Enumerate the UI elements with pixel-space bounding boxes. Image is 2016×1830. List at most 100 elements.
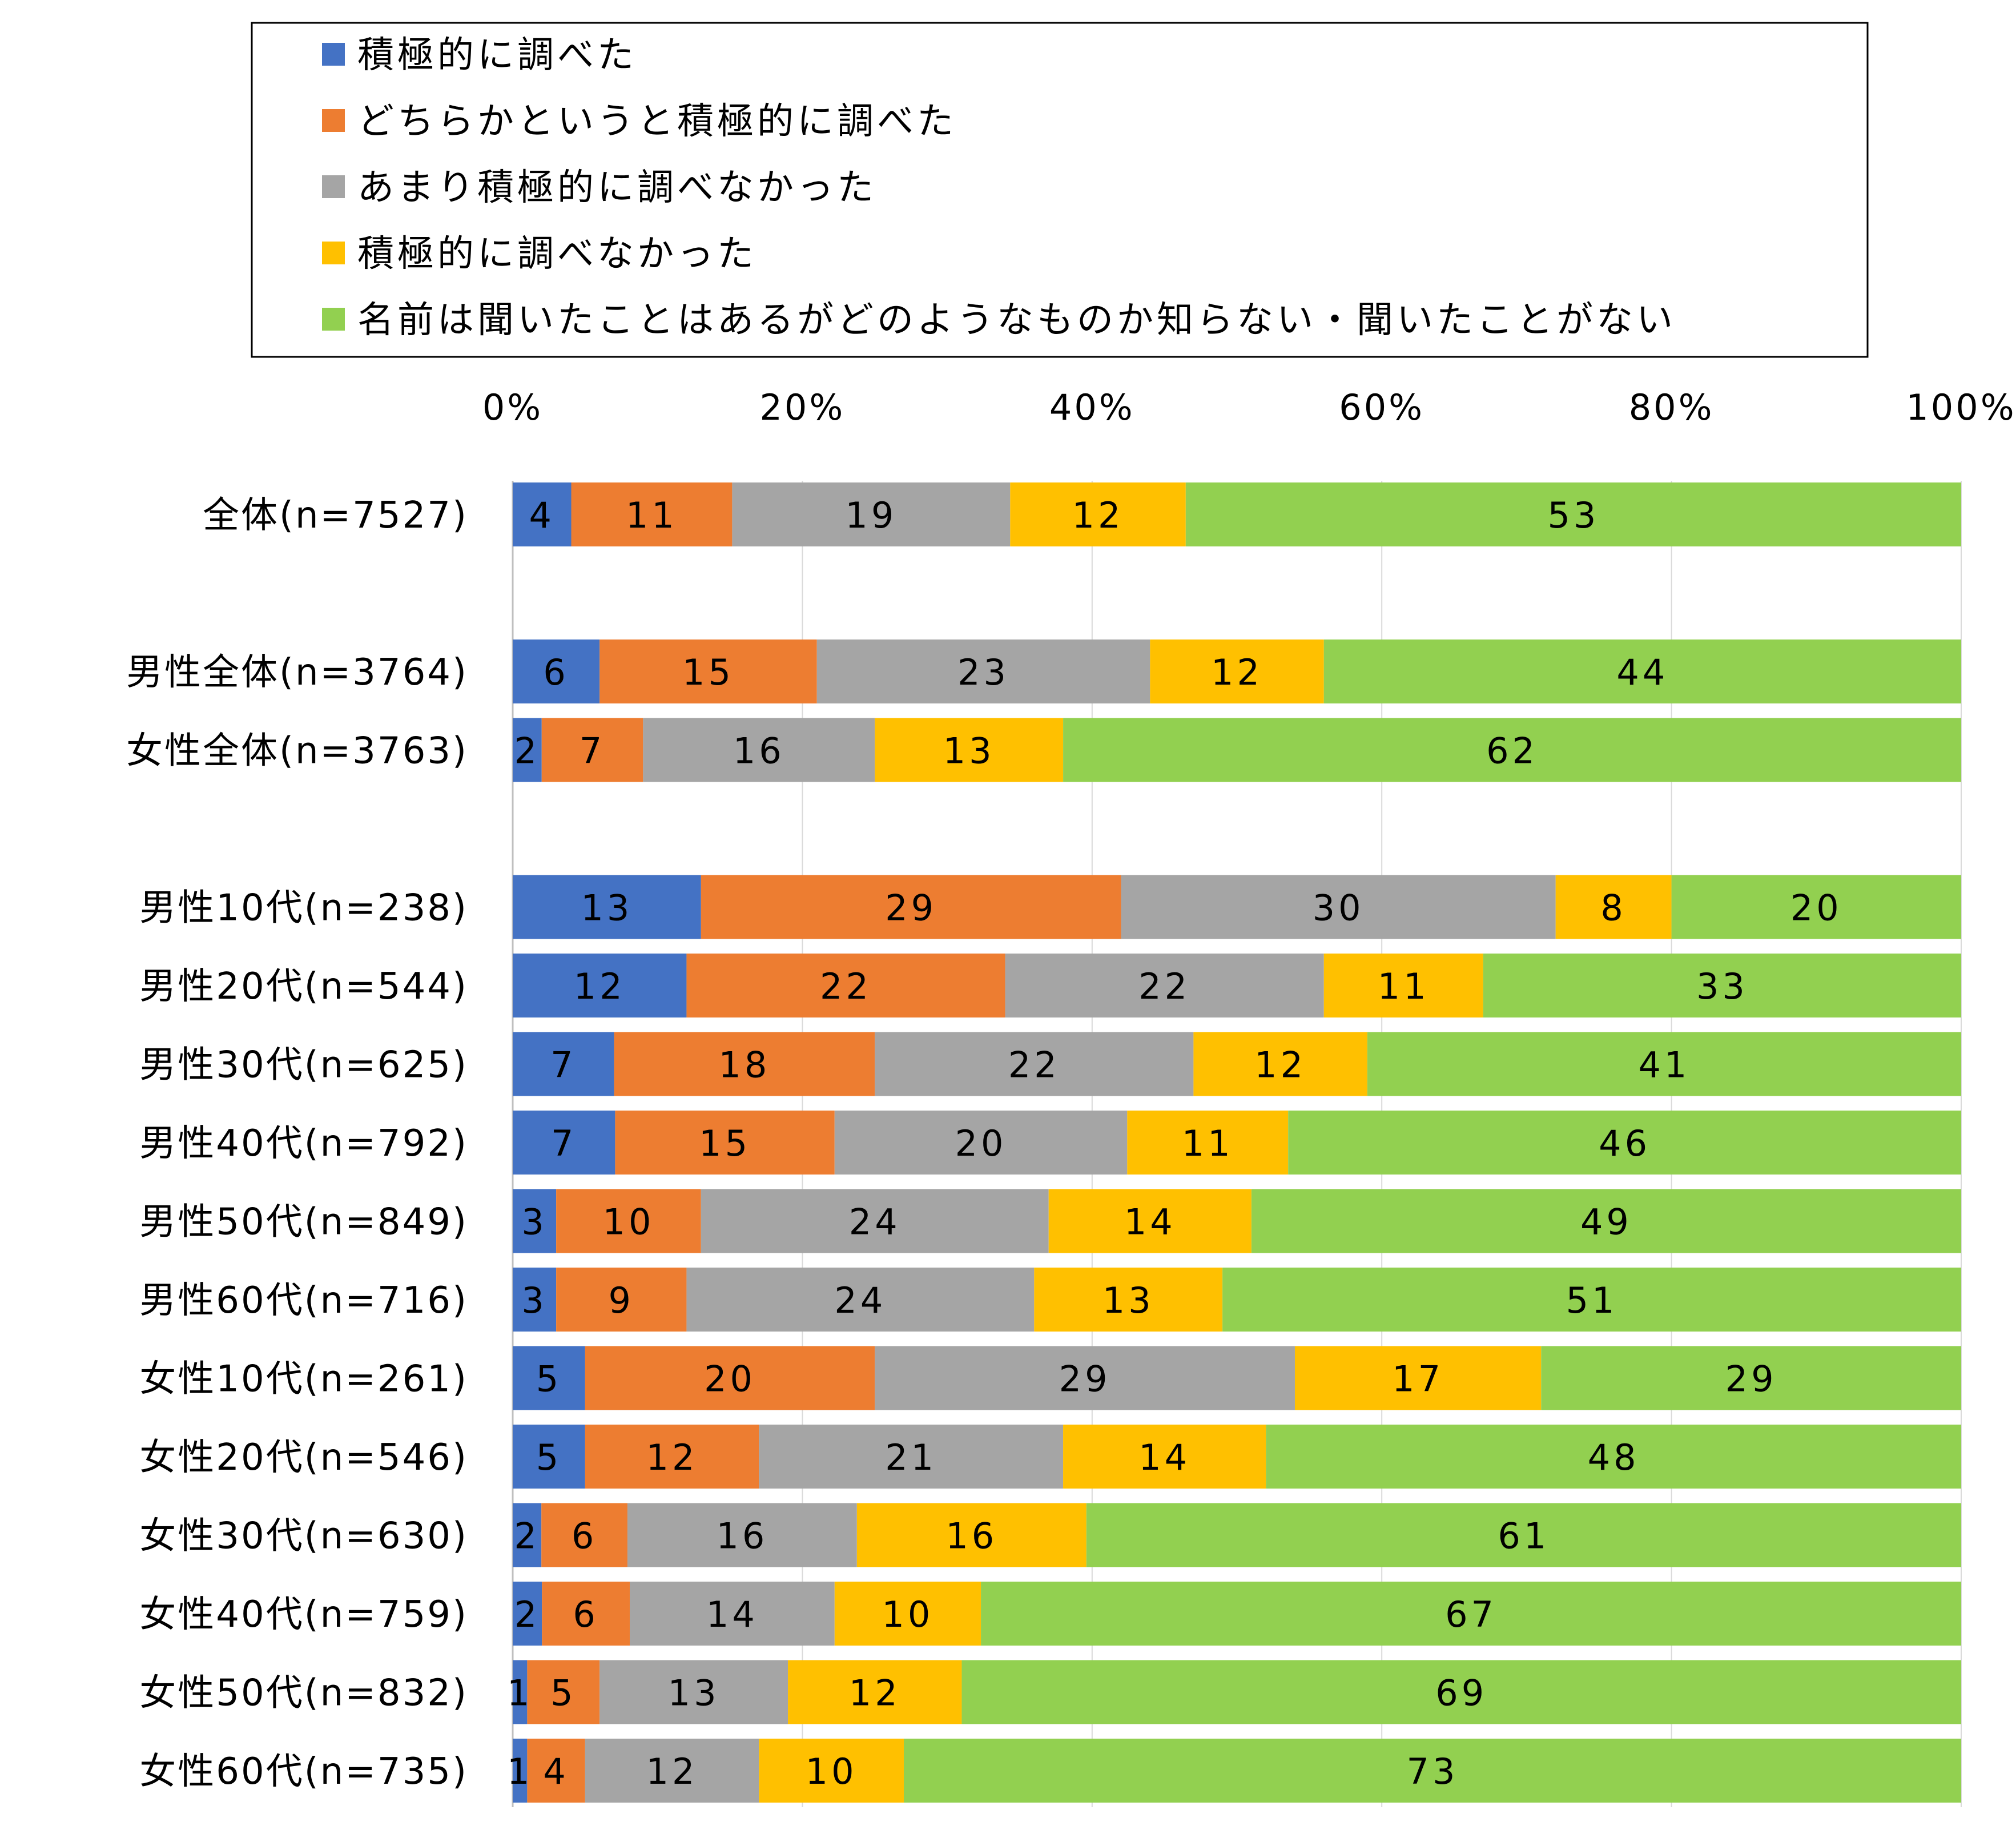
data-label: 13 bbox=[668, 1672, 720, 1714]
data-label: 5 bbox=[536, 1358, 562, 1400]
category-label: 女性20代(n=546) bbox=[139, 1437, 468, 1479]
data-label: 16 bbox=[945, 1515, 997, 1557]
data-label: 14 bbox=[1138, 1437, 1190, 1478]
data-label: 69 bbox=[1435, 1672, 1487, 1714]
data-label: 14 bbox=[706, 1594, 758, 1635]
category-labels: 全体(n=7527) 男性全体(n=3764) 女性全体(n=3763) 男性10代(… bbox=[126, 494, 468, 1793]
bar-segment bbox=[903, 1739, 1961, 1803]
bar-segment bbox=[1048, 1189, 1252, 1253]
bar-segment bbox=[701, 875, 1121, 939]
bar-segment bbox=[1483, 954, 1961, 1017]
bar-segment bbox=[513, 1346, 585, 1410]
data-label: 12 bbox=[849, 1672, 901, 1714]
bar-segment bbox=[643, 718, 875, 782]
bar-segment bbox=[856, 1503, 1087, 1567]
legend-swatch bbox=[322, 308, 345, 331]
bar-segment bbox=[571, 482, 733, 546]
bar-segment bbox=[513, 1425, 585, 1489]
bar-segment bbox=[816, 640, 1150, 703]
data-label: 7 bbox=[551, 1123, 577, 1164]
data-label: 61 bbox=[1498, 1515, 1550, 1557]
legend-swatch bbox=[322, 43, 345, 66]
bar-segment bbox=[541, 1503, 627, 1567]
bar-segment bbox=[875, 1032, 1194, 1096]
data-label: 15 bbox=[682, 651, 734, 693]
data-label: 33 bbox=[1696, 966, 1748, 1007]
data-label: 46 bbox=[1599, 1123, 1651, 1164]
bar-segment bbox=[513, 1739, 528, 1803]
data-label: 17 bbox=[1392, 1358, 1444, 1400]
category-label: 男性30代(n=625) bbox=[139, 1044, 468, 1087]
data-label: 48 bbox=[1588, 1437, 1640, 1478]
data-label: 12 bbox=[1072, 494, 1124, 536]
x-tick-label: 0% bbox=[482, 387, 543, 428]
bar-segment bbox=[513, 1111, 615, 1175]
data-label: 13 bbox=[943, 730, 995, 772]
bar-segment bbox=[614, 1032, 875, 1096]
data-label: 41 bbox=[1638, 1044, 1690, 1086]
category-label: 女性40代(n=759) bbox=[139, 1594, 468, 1636]
bar-segment bbox=[1086, 1503, 1961, 1567]
bar-segment bbox=[981, 1582, 1961, 1646]
bar-segment bbox=[599, 640, 817, 703]
bar-segment bbox=[513, 1268, 557, 1332]
data-label: 16 bbox=[716, 1515, 768, 1557]
bar-segment bbox=[541, 718, 643, 782]
data-label: 12 bbox=[646, 1751, 698, 1792]
data-label: 29 bbox=[1725, 1358, 1777, 1400]
data-label: 2 bbox=[514, 1515, 540, 1557]
bar-segment bbox=[1034, 1268, 1223, 1332]
bar-segment bbox=[1323, 640, 1961, 703]
bar-segment bbox=[1121, 875, 1556, 939]
data-label: 44 bbox=[1616, 651, 1668, 693]
bar-segment bbox=[513, 482, 572, 546]
bar-segment bbox=[513, 1503, 542, 1567]
bar-segment bbox=[527, 1739, 585, 1803]
data-label: 22 bbox=[1008, 1044, 1060, 1086]
bar-segment bbox=[1127, 1111, 1289, 1175]
bar-segment bbox=[1294, 1346, 1542, 1410]
bar-segment bbox=[759, 1739, 904, 1803]
bar-segment bbox=[875, 718, 1064, 782]
data-label: 51 bbox=[1566, 1280, 1618, 1321]
bar-segment bbox=[1185, 482, 1961, 546]
bar-segment bbox=[513, 718, 542, 782]
bar-segment bbox=[1251, 1189, 1961, 1253]
data-label: 2 bbox=[514, 730, 540, 772]
data-label: 7 bbox=[580, 730, 605, 772]
bar-segment bbox=[1266, 1425, 1961, 1489]
data-label: 4 bbox=[529, 494, 555, 536]
data-label: 49 bbox=[1580, 1201, 1632, 1243]
bar-segment bbox=[615, 1111, 835, 1175]
x-tick-label: 80% bbox=[1629, 387, 1715, 428]
bar-segment bbox=[542, 1582, 630, 1646]
data-label: 10 bbox=[882, 1594, 933, 1635]
bar-segment bbox=[513, 1660, 528, 1724]
data-label: 12 bbox=[574, 966, 626, 1007]
bar-segment bbox=[1367, 1032, 1961, 1096]
data-label: 20 bbox=[1790, 887, 1842, 929]
data-label: 62 bbox=[1486, 730, 1538, 772]
data-label: 1 bbox=[507, 1751, 533, 1792]
data-label: 2 bbox=[514, 1594, 540, 1635]
data-label: 13 bbox=[1102, 1280, 1154, 1321]
bar-segment bbox=[1323, 954, 1483, 1017]
category-label: 女性30代(n=630) bbox=[139, 1515, 468, 1558]
bar-segment bbox=[513, 1189, 557, 1253]
x-axis-ticks: 0% 20% 40% 60% 80% 100% bbox=[482, 387, 2014, 428]
legend-label: あまり積極的に調べなかった bbox=[357, 167, 877, 209]
x-tick-label: 20% bbox=[759, 387, 845, 428]
bar-segment bbox=[1063, 718, 1961, 782]
data-label: 30 bbox=[1313, 887, 1365, 929]
data-label: 5 bbox=[536, 1437, 562, 1478]
bar-segment bbox=[627, 1503, 857, 1567]
data-label: 18 bbox=[718, 1044, 770, 1086]
bar-segment bbox=[513, 875, 701, 939]
bar-segment bbox=[1063, 1425, 1266, 1489]
data-label: 6 bbox=[573, 1594, 598, 1635]
legend-label: 名前は聞いたことはあるがどのようなものか知らない・聞いたことがない bbox=[357, 299, 1676, 341]
bar-segment bbox=[875, 1346, 1295, 1410]
data-label: 14 bbox=[1124, 1201, 1176, 1243]
legend-swatch bbox=[322, 175, 345, 198]
